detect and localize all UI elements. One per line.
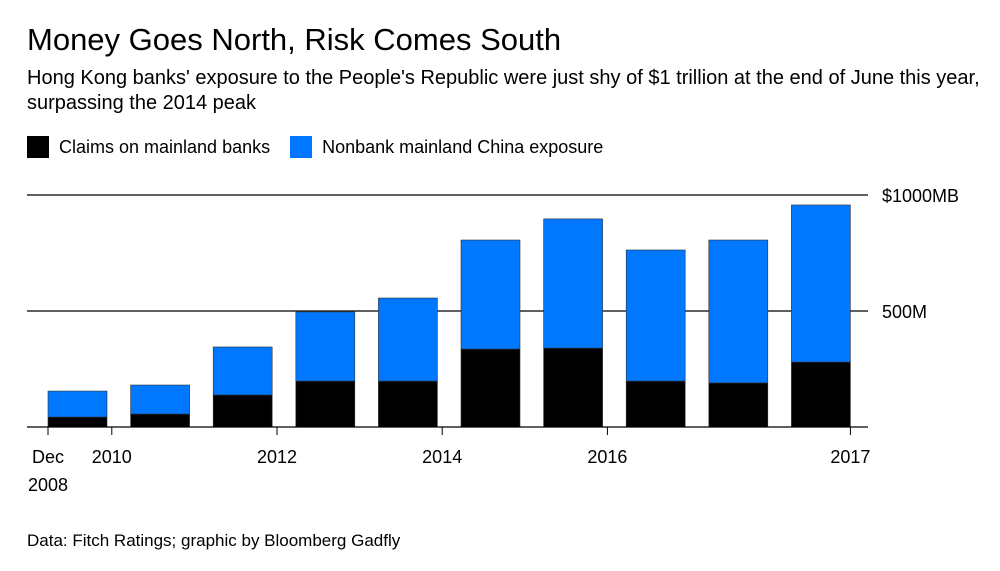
- bar-nonbank-2013-12: [460, 239, 521, 350]
- bar-nonbank-2016-12: [708, 239, 769, 384]
- bar-nonbank-2015-12: [625, 249, 686, 382]
- bar-claims-2013-12: [460, 348, 521, 428]
- legend-swatch-black: [27, 136, 49, 158]
- legend-label: Nonbank mainland China exposure: [322, 136, 604, 157]
- y-tick-label: $1000MB: [882, 186, 959, 206]
- x-tick-label: 2012: [257, 447, 297, 467]
- bar-claims-2017-06: [791, 361, 851, 428]
- x-tick-label: 2017: [830, 447, 870, 467]
- x-tick-label: 2014: [422, 447, 462, 467]
- bar-claims-2015-12: [625, 380, 686, 428]
- x-tick-label: 2016: [587, 447, 627, 467]
- bar-nonbank-2010-12: [212, 346, 273, 396]
- bar-nonbank-2011-12: [295, 311, 356, 382]
- bar-nonbank-2014-12: [543, 218, 603, 349]
- bar-claims-2010-12: [212, 394, 273, 428]
- legend-label: Claims on mainland banks: [59, 136, 271, 157]
- x-tick-label: 2010: [92, 447, 132, 467]
- chart-subtitle: Hong Kong banks' exposure to the People'…: [27, 67, 980, 114]
- bar-claims-2011-12: [295, 380, 356, 428]
- legend: Claims on mainland banks Nonbank mainlan…: [27, 136, 623, 158]
- legend-swatch-blue: [290, 136, 313, 158]
- bar-claims-2012-12: [378, 380, 438, 428]
- bar-claims-2014-12: [543, 347, 603, 428]
- bar-nonbank-2008-12: [47, 390, 108, 418]
- bar-claims-2016-12: [708, 382, 769, 428]
- legend-item-nonbank: Nonbank mainland China exposure: [290, 136, 603, 158]
- source-note: Data: Fitch Ratings; graphic by Bloomber…: [27, 531, 401, 550]
- y-tick-label: 500M: [882, 302, 927, 322]
- bar-nonbank-2009-12: [130, 384, 190, 415]
- bar-claims-2009-12: [130, 413, 190, 428]
- bar-nonbank-2017-06: [791, 204, 851, 363]
- chart-title: Money Goes North, Risk Comes South: [27, 22, 562, 57]
- legend-item-claims: Claims on mainland banks: [27, 136, 270, 158]
- bar-nonbank-2012-12: [378, 297, 438, 382]
- bar-claims-2008-12: [47, 416, 108, 428]
- x-tick-label: Dec: [32, 447, 64, 467]
- x-tick-label: 2008: [28, 475, 68, 495]
